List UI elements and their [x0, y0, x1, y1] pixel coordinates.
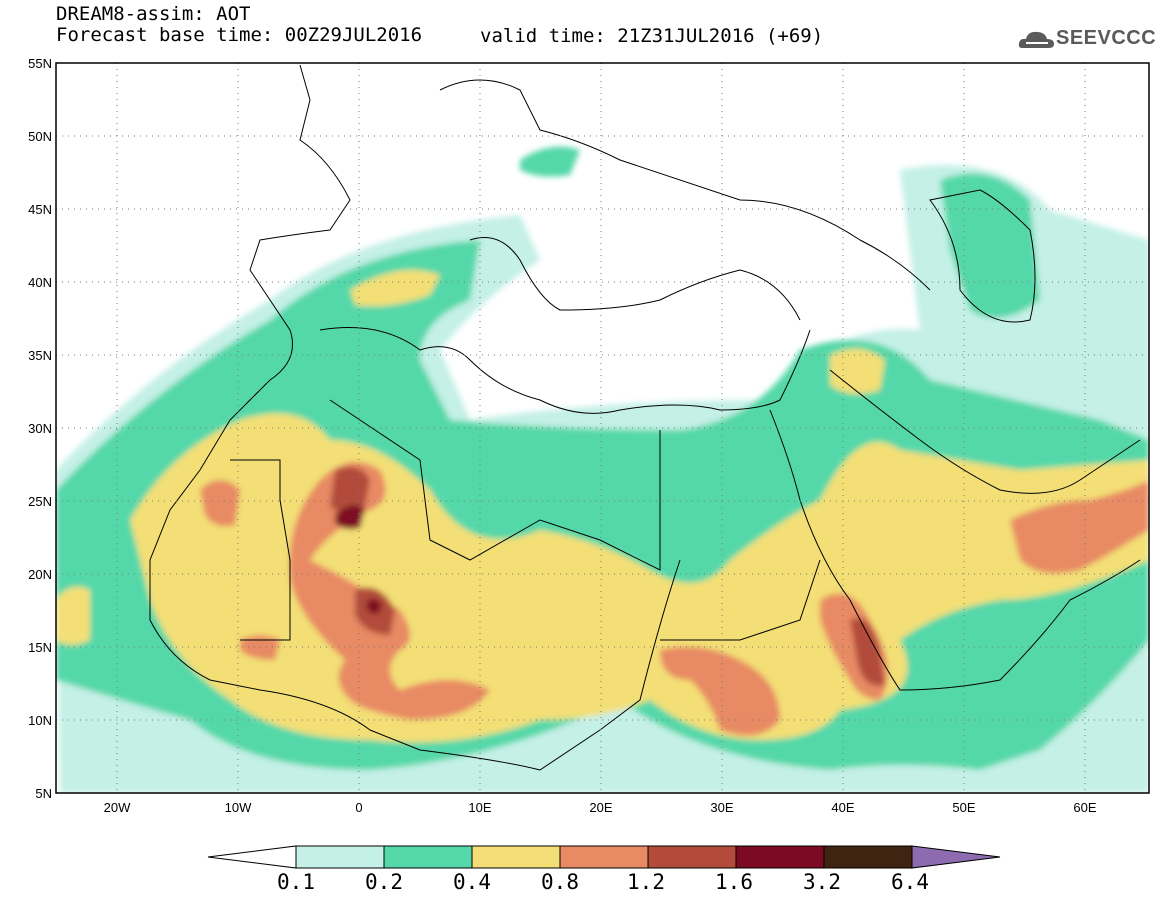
colorbar-label: 3.2	[803, 870, 841, 894]
aot-contour-1.2	[330, 466, 370, 513]
map-frame	[55, 62, 1150, 794]
lat-label: 20N	[28, 567, 52, 582]
colorbar-swatch	[559, 845, 649, 869]
lat-label: 40N	[28, 275, 52, 290]
forecast-base-time: Forecast base time: 00Z29JUL2016	[56, 24, 423, 46]
lon-label: 30E	[710, 800, 733, 815]
colorbar	[207, 845, 1001, 869]
coastlines	[149, 64, 1141, 771]
colorbar-label: 1.6	[715, 870, 753, 894]
colorbar-swatch	[471, 845, 561, 869]
lat-label: 10N	[28, 713, 52, 728]
lon-label: 10E	[468, 800, 491, 815]
colorbar-swatch	[823, 845, 913, 869]
lat-label: 50N	[28, 129, 52, 144]
lon-label: 20W	[104, 800, 131, 815]
lon-label: 20E	[589, 800, 612, 815]
graticule	[56, 63, 1149, 793]
colorbar-swatch	[383, 845, 473, 869]
cloud-logo-icon	[1018, 31, 1054, 48]
colorbar-label: 0.1	[277, 870, 315, 894]
lat-label: 45N	[28, 202, 52, 217]
lon-label: 50E	[952, 800, 975, 815]
colorbar-label: 0.2	[365, 870, 403, 894]
lat-labels: 5N 10N 15N 20N 25N 30N 35N 40N 45N 50N 5…	[28, 56, 52, 801]
lat-label: 5N	[35, 786, 52, 801]
valid-time: valid time: 21Z31JUL2016 (+69)	[480, 25, 824, 47]
colorbar-swatch	[295, 845, 385, 869]
lat-label: 25N	[28, 494, 52, 509]
lat-label: 15N	[28, 640, 52, 655]
lat-label: 55N	[28, 56, 52, 71]
colorbar-label: 1.2	[627, 870, 665, 894]
lon-label: 10W	[225, 800, 252, 815]
lon-label: 0	[355, 800, 362, 815]
aot-contour-fields	[56, 63, 1149, 793]
aot-contour-0.8	[200, 480, 240, 527]
seevccc-logo-text: SEEVCCC	[1056, 27, 1157, 49]
colorbar-right-triangle	[911, 845, 1001, 869]
colorbar-swatch	[647, 845, 737, 869]
colorbar-left-triangle	[207, 845, 297, 869]
colorbar-label: 0.8	[541, 870, 579, 894]
lat-label: 30N	[28, 421, 52, 436]
lon-labels: 20W 10W 0 10E 20E 30E 40E 50E 60E	[104, 800, 1097, 815]
map-title: DREAM8-assim: AOT	[56, 3, 251, 25]
colorbar-label: 6.4	[891, 870, 929, 894]
aot-contour-1.6	[335, 505, 365, 530]
colorbar-label: 0.4	[453, 870, 491, 894]
lon-label: 60E	[1073, 800, 1096, 815]
lat-label: 35N	[28, 348, 52, 363]
lon-label: 40E	[831, 800, 854, 815]
colorbar-swatch	[735, 845, 825, 869]
